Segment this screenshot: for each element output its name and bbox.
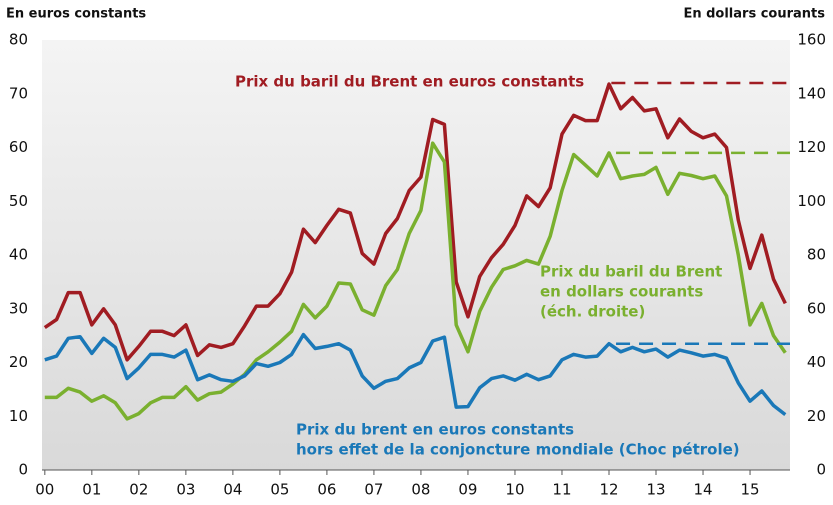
x-tick-label: 10 <box>505 481 524 499</box>
y-tick-label: 60 <box>9 138 28 156</box>
y2-tick-label: 60 <box>807 299 826 317</box>
y2-tick-label: 100 <box>797 192 826 210</box>
x-tick-label: 05 <box>270 481 289 499</box>
y2-tick-label: 0 <box>816 461 826 479</box>
x-tick-label: 00 <box>35 481 54 499</box>
x-tick-label: 11 <box>552 481 571 499</box>
y2-tick-label: 80 <box>807 246 826 264</box>
x-tick-label: 07 <box>364 481 383 499</box>
annotation: Prix du baril du Brent <box>540 263 722 281</box>
annotation: hors effet de la conjoncture mondiale (C… <box>296 441 740 459</box>
x-tick-label: 14 <box>693 481 712 499</box>
x-tick-label: 09 <box>458 481 477 499</box>
x-tick-label: 08 <box>411 481 430 499</box>
y-tick-label: 40 <box>9 246 28 264</box>
x-tick-label: 13 <box>646 481 665 499</box>
y2-tick-label: 140 <box>797 84 826 102</box>
y-tick-label: 10 <box>9 407 28 425</box>
y2-tick-label: 40 <box>807 353 826 371</box>
x-tick-label: 04 <box>223 481 242 499</box>
y-tick-label: 80 <box>9 31 28 49</box>
x-tick-label: 12 <box>599 481 618 499</box>
x-tick-label: 15 <box>740 481 759 499</box>
y2-tick-label: 20 <box>807 407 826 425</box>
x-tick-label: 06 <box>317 481 336 499</box>
annotation: en dollars courants <box>540 283 703 301</box>
annotation: (éch. droite) <box>540 303 645 321</box>
y-tick-label: 20 <box>9 353 28 371</box>
y2-tick-label: 120 <box>797 138 826 156</box>
y-tick-label: 70 <box>9 84 28 102</box>
x-tick-label: 02 <box>129 481 148 499</box>
series-line <box>43 82 787 362</box>
annotation: Prix du baril du Brent en euros constant… <box>235 73 584 91</box>
plot-background <box>42 40 790 470</box>
annotation: Prix du brent en euros constants <box>296 421 574 439</box>
y2-axis-label: En dollars courants <box>683 7 825 22</box>
series-line <box>44 332 787 416</box>
y-axis-label: En euros constants <box>6 7 146 22</box>
y-tick-label: 50 <box>9 192 28 210</box>
y-tick-label: 30 <box>9 299 28 317</box>
y2-tick-label: 160 <box>797 31 826 49</box>
x-tick-label: 03 <box>176 481 195 499</box>
y-tick-label: 0 <box>18 461 28 479</box>
series-line <box>44 141 787 421</box>
x-tick-label: 01 <box>82 481 101 499</box>
